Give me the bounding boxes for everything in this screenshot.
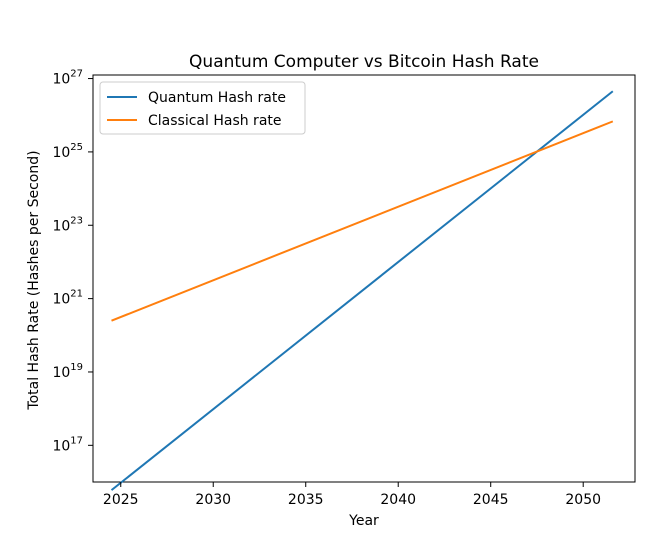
- legend: Quantum Hash rate Classical Hash rate: [99, 81, 306, 135]
- x-axis-ticks: 2025 2030 2035 2040 2045 2050: [103, 482, 601, 508]
- series-line-1: [110, 90, 614, 491]
- y-tick-label: 1019: [52, 362, 83, 381]
- x-tick-label: 2045: [473, 492, 509, 508]
- y-tick-label: 1025: [52, 142, 83, 161]
- x-tick-label: 2025: [103, 492, 139, 508]
- x-tick-label: 2030: [195, 492, 231, 508]
- chart-title: Quantum Computer vs Bitcoin Hash Rate: [189, 52, 539, 72]
- legend-box: [99, 81, 306, 135]
- plot-frame: [92, 74, 636, 483]
- plot-area: [92, 74, 636, 491]
- y-tick-label: 1023: [52, 215, 83, 234]
- series-line-2: [111, 120, 614, 322]
- x-axis-label: Year: [348, 513, 379, 529]
- legend-label-1: Quantum Hash rate: [148, 90, 286, 106]
- y-axis-label: Total Hash Rate (Hashes per Second): [26, 150, 42, 410]
- y-tick-label: 1027: [52, 69, 83, 88]
- x-tick-label: 2050: [565, 492, 601, 508]
- y-tick-label: 1017: [52, 435, 83, 454]
- x-tick-label: 2035: [288, 492, 324, 508]
- x-tick-label: 2040: [380, 492, 416, 508]
- legend-label-2: Classical Hash rate: [148, 113, 282, 129]
- y-tick-label: 1021: [52, 289, 83, 308]
- y-axis-ticks: 1017 1019 1021 1023 1025 1027: [52, 69, 93, 454]
